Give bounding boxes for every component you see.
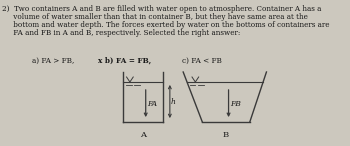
Text: FA: FA <box>147 100 158 108</box>
Text: FA and FB in A and B, respectively. Selected the right answer:: FA and FB in A and B, respectively. Sele… <box>2 29 241 37</box>
Text: B: B <box>223 131 229 139</box>
Text: c) FA < FB: c) FA < FB <box>182 57 222 65</box>
Text: A: A <box>140 131 146 139</box>
Text: volume of water smaller than that in container B, but they have same area at the: volume of water smaller than that in con… <box>2 13 308 21</box>
Text: a) FA > FB,: a) FA > FB, <box>32 57 74 65</box>
Text: 2)  Two containers A and B are filled with water open to atmosphere. Container A: 2) Two containers A and B are filled wit… <box>2 5 322 13</box>
Text: x b) FA = FB,: x b) FA = FB, <box>98 57 152 65</box>
Text: h: h <box>171 98 176 106</box>
Text: bottom and water depth. The forces exerted by water on the bottoms of containers: bottom and water depth. The forces exert… <box>2 21 330 29</box>
Text: FB: FB <box>230 100 241 108</box>
